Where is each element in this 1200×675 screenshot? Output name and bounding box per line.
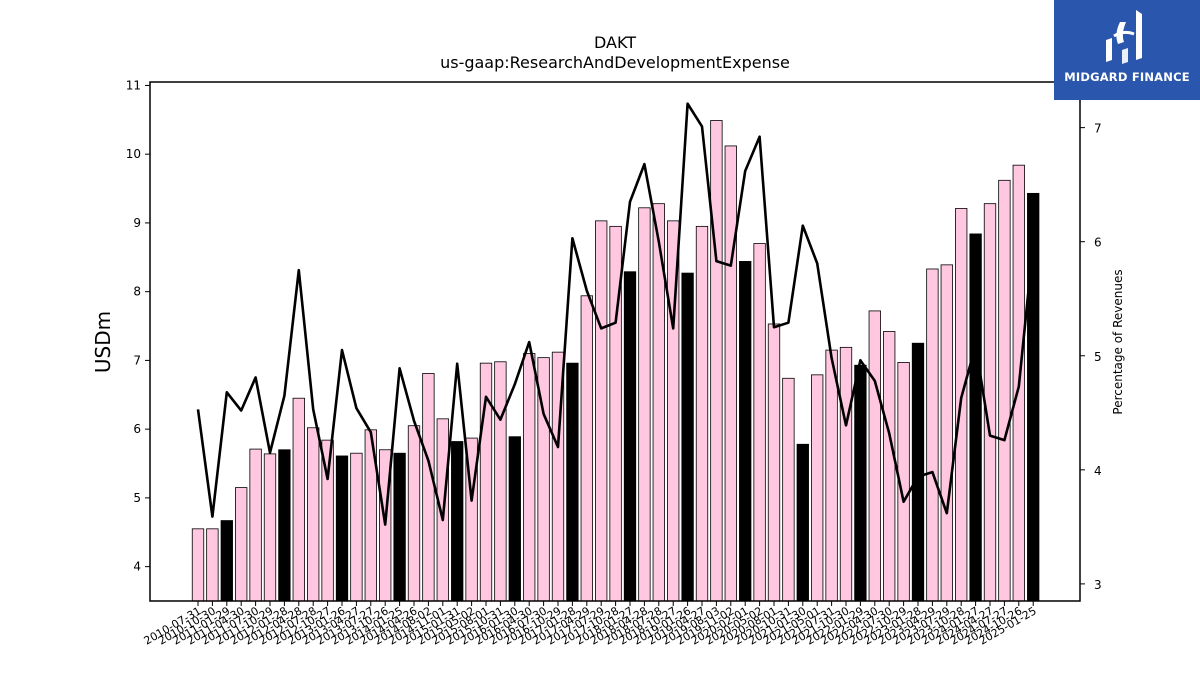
y-axis-left: 4 5 6 7 8 9 10 11 <box>126 78 150 574</box>
bar <box>811 374 824 602</box>
y-tick-label: 4 <box>133 560 141 574</box>
bar <box>263 453 277 602</box>
bar <box>854 364 867 602</box>
bar <box>566 362 579 602</box>
bar-series <box>191 120 1040 602</box>
line-series <box>196 102 1035 526</box>
bar <box>638 207 651 602</box>
bar <box>235 487 248 602</box>
bar <box>940 264 953 602</box>
y-tick-label: 8 <box>133 285 141 299</box>
brand-name: MIDGARD FINANCE <box>1064 70 1190 84</box>
y-tick-label: 11 <box>126 78 141 92</box>
bar <box>767 323 781 602</box>
y2-tick-label: 5 <box>1094 350 1102 364</box>
bar <box>739 261 752 602</box>
bar <box>595 220 608 602</box>
bar <box>249 448 262 602</box>
bar <box>422 373 435 602</box>
y-tick-label: 9 <box>133 216 141 230</box>
bar <box>335 455 349 602</box>
bar <box>307 427 320 602</box>
brand-logo: MIDGARD FINANCE <box>1054 0 1200 100</box>
y-tick-label: 6 <box>133 422 141 436</box>
bar <box>393 452 406 602</box>
line-path <box>196 102 1035 526</box>
chart-title: DAKT <box>594 33 636 52</box>
bar <box>710 120 723 602</box>
bar <box>508 436 521 602</box>
y-axis-label: USDm <box>91 311 115 373</box>
y-axis-right: 3 4 5 6 7 <box>1080 122 1102 592</box>
y2-tick-label: 3 <box>1094 578 1102 592</box>
y2-tick-label: 7 <box>1094 122 1102 136</box>
plot-frame <box>149 81 1081 602</box>
bar <box>796 443 809 602</box>
bar <box>911 342 925 602</box>
midgard-logo-icon <box>1106 10 1142 64</box>
bar <box>494 361 507 602</box>
y2-tick-label: 4 <box>1094 464 1102 478</box>
bar <box>681 272 694 602</box>
bar <box>580 295 593 602</box>
chart-subtitle: us-gaap:ResearchAndDevelopmentExpense <box>440 53 790 72</box>
bar <box>191 528 205 602</box>
bar <box>868 310 881 602</box>
bar <box>695 225 709 602</box>
y-tick-label: 5 <box>133 491 141 505</box>
bar <box>883 331 896 602</box>
bar <box>451 441 464 602</box>
bar <box>350 452 363 602</box>
y2-tick-label: 6 <box>1094 236 1102 250</box>
bar <box>926 268 939 602</box>
bar <box>998 179 1011 602</box>
bar <box>839 346 853 602</box>
bar <box>724 145 737 602</box>
bar <box>278 449 291 602</box>
bar <box>969 233 982 602</box>
y2-axis-label: Percentage of Revenues <box>1111 269 1125 414</box>
bar <box>220 520 233 602</box>
x-axis: 2010-07-312010-10-302011-01-292011-04-30… <box>142 601 1039 648</box>
bar <box>523 353 536 602</box>
bar <box>782 377 795 602</box>
y-tick-label: 7 <box>133 353 141 367</box>
bar <box>407 425 421 602</box>
y-tick-label: 10 <box>126 147 141 161</box>
bar <box>623 271 637 602</box>
bar <box>206 528 219 602</box>
bar <box>825 349 838 602</box>
bar <box>753 243 766 602</box>
bar <box>292 397 305 602</box>
